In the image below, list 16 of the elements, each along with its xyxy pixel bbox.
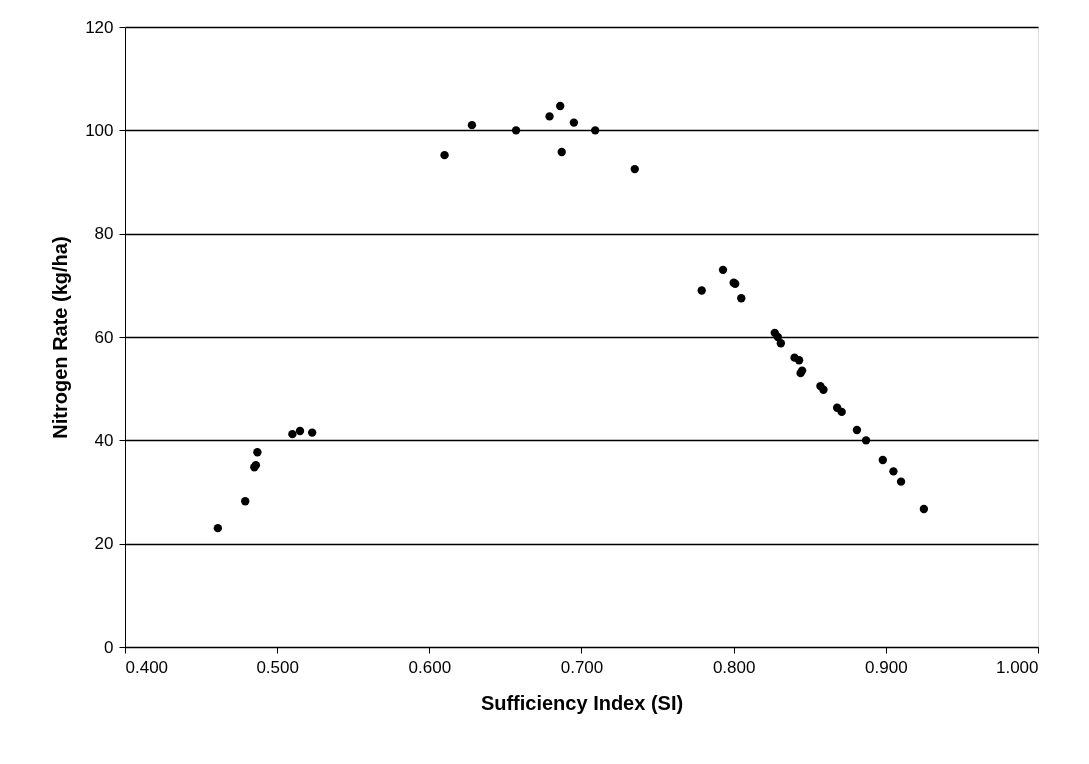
x-tick-label: 0.600 bbox=[408, 657, 452, 677]
x-tick-label: 0.700 bbox=[560, 657, 604, 677]
x-axis-title: Sufficiency Index (SI) bbox=[480, 691, 684, 714]
y-tick-label: 0 bbox=[104, 637, 114, 657]
y-tick-label: 80 bbox=[94, 224, 114, 244]
x-tick-label: 0.800 bbox=[712, 657, 756, 677]
x-tick-label: 0.400 bbox=[125, 657, 169, 677]
y-tick-label: 100 bbox=[85, 120, 114, 140]
x-tick-label: 0.500 bbox=[256, 657, 299, 677]
x-tick-label: 0.900 bbox=[865, 657, 908, 677]
x-tick-label: 1.000 bbox=[995, 657, 1039, 677]
y-tick-label: 60 bbox=[94, 327, 114, 347]
y-tick-label: 20 bbox=[94, 534, 114, 554]
y-tick-label: 120 bbox=[85, 17, 114, 37]
y-tick-label: 40 bbox=[94, 430, 114, 450]
y-axis-title: Nitrogen Rate (kg/ha) bbox=[49, 236, 72, 439]
